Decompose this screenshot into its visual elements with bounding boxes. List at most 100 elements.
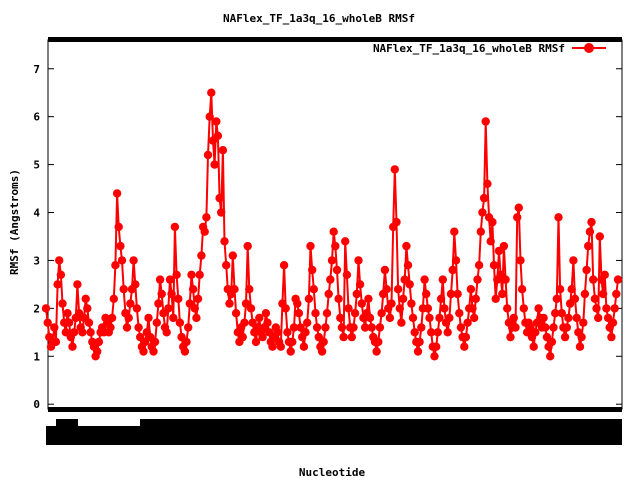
- data-point: [425, 313, 434, 323]
- top-tick-band: [48, 37, 622, 42]
- data-point: [420, 275, 429, 284]
- data-point: [288, 337, 297, 347]
- data-point: [476, 227, 485, 236]
- data-point: [299, 342, 309, 351]
- data-point: [81, 294, 90, 303]
- data-point: [324, 289, 333, 299]
- data-point: [560, 332, 570, 342]
- data-point: [613, 275, 623, 284]
- data-point: [126, 299, 135, 308]
- data-point: [491, 294, 500, 303]
- data-point: [268, 342, 277, 351]
- data-point: [551, 309, 560, 318]
- data-point: [210, 160, 219, 169]
- data-point: [184, 323, 193, 332]
- legend-marker: [584, 43, 594, 53]
- data-point: [407, 299, 416, 308]
- data-point: [225, 299, 234, 308]
- data-point: [552, 294, 561, 303]
- data-point: [423, 304, 433, 313]
- data-point: [150, 337, 160, 347]
- data-point: [107, 313, 117, 323]
- data-point: [117, 256, 127, 265]
- data-point: [607, 332, 616, 342]
- data-point: [215, 193, 224, 203]
- data-point: [364, 294, 373, 303]
- data-point: [301, 328, 310, 337]
- data-point: [231, 309, 241, 318]
- data-point: [390, 165, 399, 174]
- y-tick-label: 5: [33, 159, 40, 172]
- data-point: [193, 294, 203, 303]
- y-tick-label: 7: [33, 63, 40, 76]
- chart-title: NAFlex_TF_1a3q_16_wholeB RMSf: [223, 12, 415, 25]
- data-point: [575, 342, 585, 351]
- data-point: [134, 323, 143, 332]
- data-point: [243, 241, 252, 251]
- y-axis-label: RMSf (Angstroms): [8, 169, 21, 275]
- legend: NAFlex_TF_1a3q_16_wholeB RMSf: [373, 42, 606, 55]
- data-point: [63, 309, 72, 318]
- data-point: [443, 328, 452, 337]
- data-point: [86, 328, 95, 337]
- x-tick-label-block: [56, 419, 78, 426]
- data-point: [509, 313, 518, 323]
- data-point: [93, 347, 102, 356]
- data-point: [112, 189, 122, 198]
- data-point: [377, 309, 386, 318]
- y-tick-label: 0: [33, 398, 40, 411]
- data-point: [317, 347, 327, 356]
- data-point: [422, 289, 431, 299]
- data-point: [572, 313, 581, 323]
- data-point: [405, 280, 414, 289]
- data-point: [339, 332, 348, 342]
- data-series: [41, 88, 623, 361]
- data-point: [503, 304, 512, 313]
- legend-label: NAFlex_TF_1a3q_16_wholeB RMSf: [373, 42, 565, 55]
- data-point: [308, 265, 317, 275]
- data-point: [594, 313, 603, 323]
- data-point: [375, 323, 385, 332]
- data-point: [255, 313, 264, 323]
- data-point: [321, 323, 330, 332]
- data-point: [347, 332, 356, 342]
- data-point: [220, 237, 229, 246]
- data-point: [202, 213, 211, 222]
- data-point: [456, 323, 466, 332]
- data-point: [172, 270, 181, 279]
- data-point: [68, 342, 77, 351]
- data-point: [228, 251, 237, 260]
- data-point: [432, 342, 441, 351]
- data-point: [64, 318, 74, 327]
- data-point: [453, 289, 462, 299]
- data-point: [174, 294, 183, 303]
- data-point: [380, 265, 390, 275]
- data-point: [69, 328, 79, 337]
- data-point: [567, 285, 576, 294]
- data-point: [580, 289, 590, 299]
- data-point: [555, 285, 565, 294]
- data-point: [350, 309, 360, 318]
- data-point: [109, 294, 119, 303]
- data-point: [531, 328, 540, 337]
- data-point: [602, 304, 611, 313]
- data-point: [246, 304, 256, 313]
- data-point: [498, 289, 507, 299]
- y-tick-label: 3: [33, 254, 40, 267]
- data-point: [585, 227, 595, 236]
- data-point: [385, 313, 395, 323]
- bottom-tick-band: [48, 407, 622, 412]
- data-point: [486, 237, 495, 246]
- data-point: [365, 313, 375, 323]
- data-point: [582, 265, 591, 275]
- data-point: [451, 256, 461, 265]
- data-point: [547, 337, 557, 347]
- data-point: [374, 337, 383, 347]
- data-point: [393, 285, 403, 294]
- data-point: [319, 337, 328, 347]
- data-point: [471, 294, 480, 303]
- y-tick-label: 4: [33, 207, 40, 220]
- y-axis: 0 1 2 3 4 5 6 7: [33, 63, 622, 411]
- data-point: [258, 332, 267, 342]
- data-point: [468, 304, 477, 313]
